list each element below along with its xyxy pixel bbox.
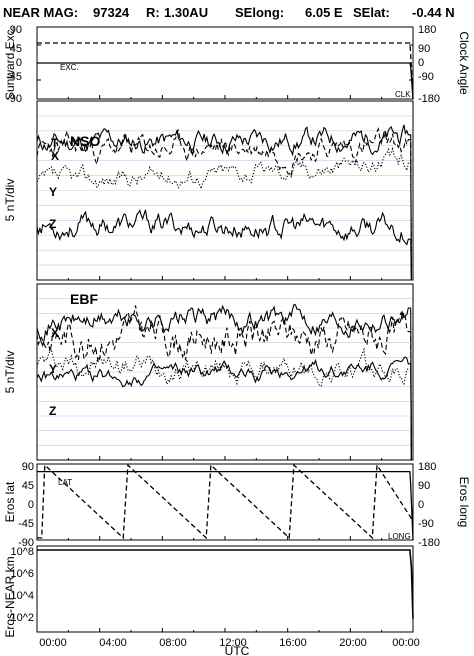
panel2-traces — [36, 124, 412, 281]
x-tick-3: 12:00 — [219, 637, 247, 649]
trace-y — [36, 347, 412, 461]
panel3-traces — [36, 303, 412, 461]
x-axis-label: UTC — [225, 644, 250, 656]
panel1-clock-line — [37, 42, 414, 100]
panel5-ytick-1e4: 10^4 — [10, 590, 34, 602]
panel1-y2label: Clock Angle — [457, 31, 471, 95]
panel5-range-line — [37, 549, 414, 619]
panel1-ytick-45: 45 — [10, 43, 22, 55]
panel1-y2tick-0: 0 — [418, 57, 424, 69]
panel4-lat-line — [37, 470, 414, 541]
header-selat-value: -0.44 N — [412, 5, 455, 20]
panel5-frame — [36, 545, 414, 633]
x-tick-0: 00:00 — [39, 637, 67, 649]
panel4-ytick-m90: -90 — [18, 537, 34, 549]
panel4-long-line — [37, 463, 414, 540]
trace-z — [36, 209, 412, 281]
panel3-ylabel: 5 nT/div — [3, 351, 17, 394]
trace-x — [36, 305, 412, 461]
panel-nso: 5 nT/div NSO T X Y Z — [3, 100, 414, 281]
panel4-y2tick-180: 180 — [418, 461, 436, 473]
header-mission: NEAR MAG: — [3, 5, 78, 20]
panel2-grid — [37, 115, 413, 266]
panel4-frame — [36, 463, 414, 541]
header-selong-value: 6.05 E — [305, 5, 343, 20]
header-range-label: R: — [146, 5, 160, 20]
panel3-component-y: Y — [49, 362, 57, 376]
panel4-ytick-90: 90 — [22, 461, 34, 473]
trace-x — [36, 127, 412, 281]
panel2-component-t: T — [51, 136, 59, 150]
panel5-ylabel: Eros-NEAR km — [3, 556, 17, 637]
panel1-ytick-m90: -90 — [6, 93, 22, 105]
panel5-ytick-1e8: 10^8 — [10, 546, 34, 558]
panel5-ytick-1e6: 10^6 — [10, 568, 34, 580]
panel4-long-label: LONG — [388, 532, 411, 541]
panel-eros-distance: Eros-NEAR km 10^8 10^6 10^4 10^2 — [3, 545, 414, 638]
panel1-ylabel: Sunward Exc. — [3, 26, 17, 100]
x-axis: 00:00 04:00 08:00 12:00 16:00 20:00 00:0… — [36, 95, 420, 656]
panel4-y2tick-m180: -180 — [418, 537, 440, 549]
panel1-y2tick-180: 180 — [418, 24, 436, 36]
panel4-y2tick-0: 0 — [418, 499, 424, 511]
panel-eros-latlong: Eros lat Eros long 90 45 0 -45 -90 180 9… — [3, 461, 471, 549]
panel4-y2label: Eros long — [457, 477, 471, 528]
panel2-nso-label: NSO — [70, 133, 100, 149]
panel4-ylabel: Eros lat — [3, 481, 17, 522]
trace-z — [36, 356, 412, 461]
panel4-ytick-45: 45 — [22, 480, 34, 492]
header-daycode: 97324 — [93, 5, 130, 20]
header-selat-label: SElat: — [353, 5, 390, 20]
panel-exc-clock: Sunward Exc. Clock Angle 90 45 0 -45 -90… — [3, 24, 471, 105]
figure-header: NEAR MAG: 97324 R: 1.30AU SElong: 6.05 E… — [3, 5, 455, 20]
panel2-ylabel: 5 nT/div — [3, 179, 17, 222]
x-tick-6: 00:00 — [392, 637, 420, 649]
panel2-component-x: X — [51, 149, 59, 163]
panel4-lat-label: LAT — [58, 478, 72, 487]
panel4-ytick-0: 0 — [28, 499, 34, 511]
header-selong-label: SElong: — [235, 5, 284, 20]
panel3-component-z: Z — [49, 404, 56, 418]
panel3-component-x: X — [51, 326, 59, 340]
trace-y — [36, 146, 412, 281]
panel2-component-z: Z — [49, 217, 56, 231]
panel4-y2tick-90: 90 — [418, 480, 430, 492]
panel1-exc-line — [37, 62, 414, 100]
panel1-y2tick-90: 90 — [418, 43, 430, 55]
panel1-y2tick-m90: -90 — [418, 71, 434, 83]
panel1-ytick-90: 90 — [10, 24, 22, 36]
trace-t — [36, 303, 412, 461]
panel-ebf: 5 nT/div EBF X Y Z — [3, 283, 414, 461]
x-tick-2: 08:00 — [159, 637, 187, 649]
panel5-ytick-1e2: 10^2 — [10, 612, 34, 624]
header-range-value: 1.30AU — [164, 5, 208, 20]
x-tick-4: 16:00 — [279, 637, 307, 649]
x-tick-1: 04:00 — [99, 637, 127, 649]
x-tick-5: 20:00 — [339, 637, 367, 649]
panel4-ytick-m45: -45 — [18, 518, 34, 530]
panel4-y2tick-m90: -90 — [418, 518, 434, 530]
panel1-exc-label: EXC. — [60, 63, 79, 72]
panel2-component-y: Y — [49, 185, 57, 199]
panel1-ytick-0: 0 — [16, 57, 22, 69]
panel1-ytick-m45: -45 — [6, 71, 22, 83]
panel3-ebf-label: EBF — [70, 291, 98, 307]
panel1-clk-label: CLK — [395, 90, 411, 99]
panel1-y2tick-m180: -180 — [418, 93, 440, 105]
